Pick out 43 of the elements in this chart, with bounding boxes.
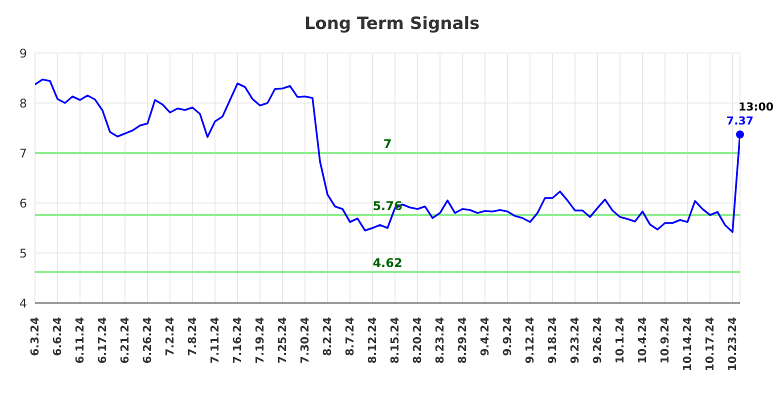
x-tick-label: 6.21.24 [118,316,132,364]
x-tick-label: 6.11.24 [74,316,86,364]
x-tick-label: 9.12.24 [524,316,536,364]
chart-title: Long Term Signals [303,14,481,34]
ref-line-label: 4.62 [372,256,402,270]
x-tick-label: 6.3.24 [28,316,42,356]
annotation: 13:00 [738,100,774,114]
x-tick-label: 8.29.24 [456,316,469,364]
x-tick-label: 8.2.24 [321,316,334,356]
x-tick-label: 7.2.24 [164,316,176,356]
x-tick-label: 9.9.24 [501,316,514,356]
x-tick-label: 10.14.24 [681,316,694,372]
y-tick-label: 6 [19,196,27,210]
x-tick-label: 9.18.24 [546,316,559,364]
x-tick-label: 7.19.24 [254,316,266,364]
x-tick-label: 7.8.24 [186,316,199,356]
x-tick-label: 10.1.24 [614,316,626,364]
x-tick-label: 9.26.24 [591,316,604,364]
x-tick-label: 10.9.24 [658,316,672,364]
x-tick-label: 10.23.24 [726,316,739,372]
x-tick-label: 10.17.24 [704,316,716,372]
x-tick-label: 9.23.24 [568,316,582,364]
x-tick-label: 9.4.24 [478,316,492,356]
x-tick-label: 7.25.24 [276,316,289,364]
y-tick-label: 9 [19,46,27,60]
x-tick-label: 8.15.24 [388,316,402,364]
x-tick-label: 10.4.24 [636,316,649,364]
x-tick-label: 6.6.24 [51,316,64,356]
x-tick-label: 7.30.24 [298,316,312,364]
data-label: 7.37 [726,114,754,128]
x-tick-label: 6.17.24 [96,316,109,364]
x-tick-label: 7.11.24 [208,316,222,364]
y-tick-label: 8 [19,96,27,110]
ref-line-label: 7 [383,137,392,151]
y-tick-label: 7 [19,146,27,160]
x-tick-label: 8.20.24 [411,316,424,364]
y-tick-label: 5 [19,246,27,260]
x-tick-label: 8.12.24 [366,316,379,364]
x-tick-label: 8.23.24 [434,316,446,364]
x-tick-label: 6.26.24 [141,316,154,364]
x-tick-label: 7.16.24 [231,316,244,364]
y-tick-label: 4 [19,296,27,310]
x-tick-label: 8.7.24 [344,316,356,356]
